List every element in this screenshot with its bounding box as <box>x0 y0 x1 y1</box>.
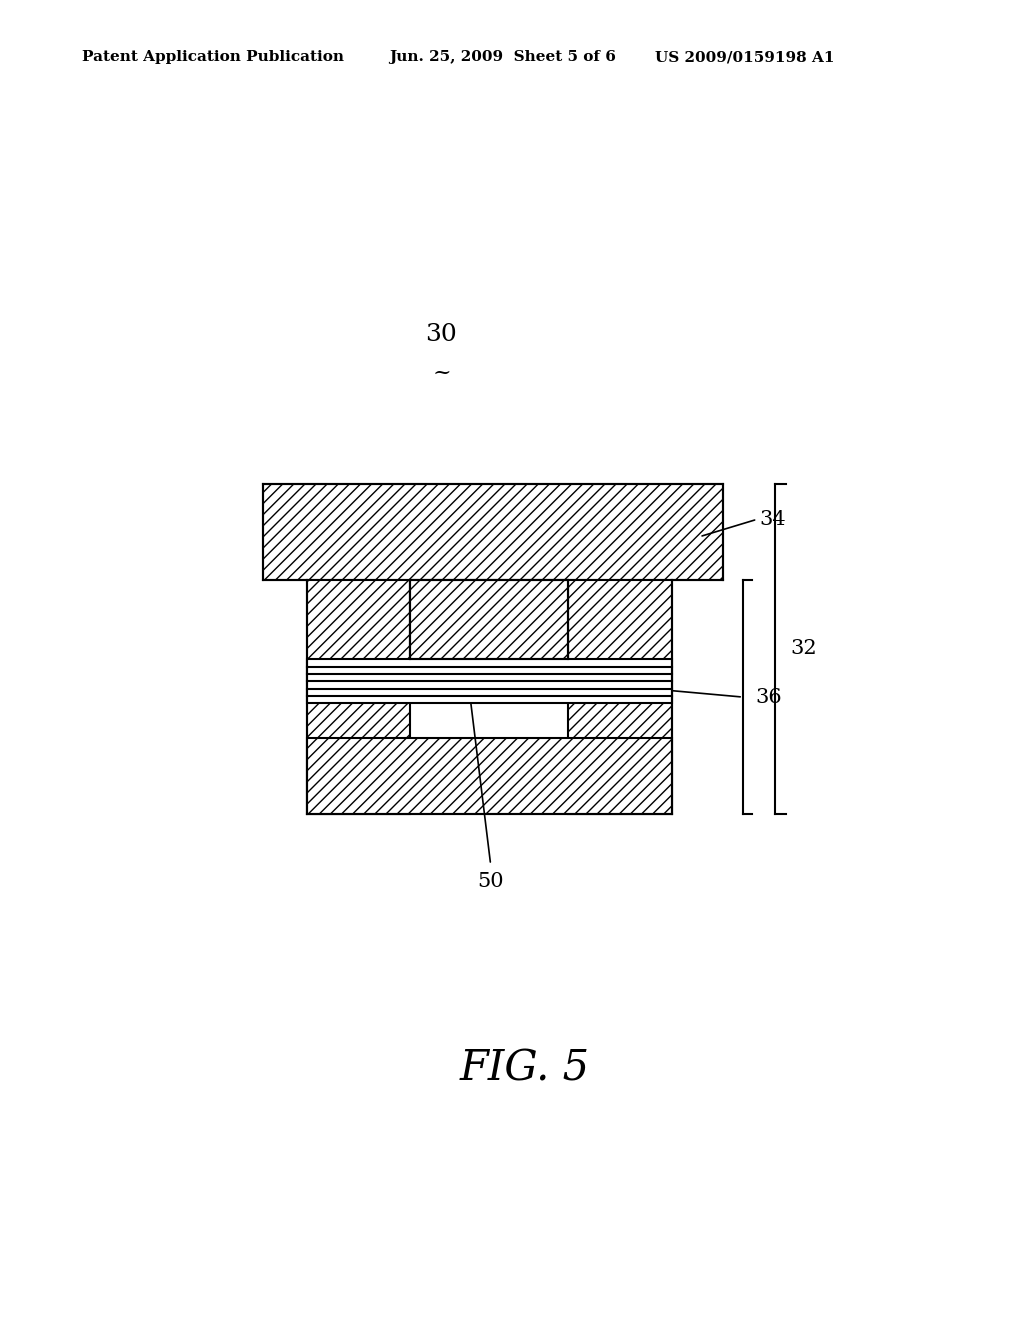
Bar <box>306 738 672 814</box>
Text: 30: 30 <box>426 323 458 346</box>
Text: 50: 50 <box>477 873 504 891</box>
Text: Patent Application Publication: Patent Application Publication <box>82 50 344 65</box>
Text: US 2009/0159198 A1: US 2009/0159198 A1 <box>655 50 835 65</box>
Text: 36: 36 <box>756 688 782 706</box>
Text: FIG. 5: FIG. 5 <box>460 1047 590 1089</box>
Text: ~: ~ <box>432 362 451 384</box>
Bar <box>306 581 410 814</box>
Text: Jun. 25, 2009  Sheet 5 of 6: Jun. 25, 2009 Sheet 5 of 6 <box>389 50 616 65</box>
Bar <box>263 483 723 581</box>
Bar <box>306 660 672 704</box>
Text: 34: 34 <box>759 510 785 529</box>
Bar <box>568 581 672 814</box>
Bar <box>410 581 568 661</box>
Text: 32: 32 <box>791 639 817 659</box>
